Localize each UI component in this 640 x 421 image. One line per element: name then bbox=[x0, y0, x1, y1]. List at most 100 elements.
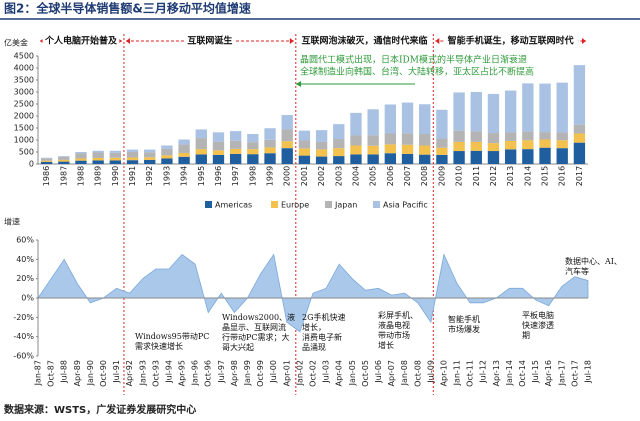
x-tick-label: 2011 bbox=[472, 166, 481, 186]
bar-segment bbox=[470, 141, 482, 151]
annotation: 期 bbox=[522, 331, 530, 340]
era-label-bg bbox=[185, 35, 234, 47]
annotation: Windows95带动PC bbox=[135, 331, 209, 341]
bar-segment bbox=[178, 156, 190, 164]
y-tick-label: 60% bbox=[16, 236, 34, 245]
era-label-bg bbox=[443, 35, 578, 47]
x-tick-label: 2006 bbox=[386, 166, 395, 186]
y-tick-label: -40% bbox=[13, 332, 34, 341]
bar-segment bbox=[453, 92, 465, 131]
x-tick-label: 1998 bbox=[248, 166, 257, 186]
bar-segment bbox=[315, 130, 328, 142]
x-tick-label: 1986 bbox=[42, 166, 51, 186]
legend-swatch bbox=[325, 201, 332, 208]
x-tick-label: Jan-14 bbox=[505, 360, 514, 386]
chart-title: 图2：全球半导体销售额&三月移动平均值增速 bbox=[4, 1, 251, 16]
annotation: 晶显示、互联网流 bbox=[222, 322, 286, 332]
bar-segment bbox=[126, 157, 139, 161]
x-tick-label: Oct-96 bbox=[204, 360, 213, 387]
bar-segment bbox=[573, 142, 586, 164]
y-tick-label: 0% bbox=[21, 294, 34, 303]
bar-segment bbox=[384, 133, 397, 145]
bar-segment bbox=[264, 153, 276, 164]
y-tick-label: 0 bbox=[29, 160, 34, 169]
bar-segment bbox=[281, 115, 293, 130]
annotation: 行带动PC需求；大 bbox=[222, 332, 290, 342]
bar-segment bbox=[419, 145, 431, 155]
annotation: 2G手机快速 bbox=[302, 312, 345, 322]
annotation: 快速渗透 bbox=[522, 320, 554, 330]
x-tick-label: Oct-17 bbox=[570, 360, 579, 387]
bar-segment bbox=[40, 160, 53, 162]
bar-segment bbox=[109, 160, 122, 164]
legend-swatch bbox=[205, 201, 212, 208]
x-tick-label: 1995 bbox=[197, 166, 206, 186]
bar-segment bbox=[367, 145, 379, 155]
bar-segment bbox=[298, 155, 311, 164]
bar-segment bbox=[436, 109, 448, 139]
legend-swatch bbox=[271, 201, 278, 208]
x-tick-label: Apr-92 bbox=[125, 360, 134, 386]
bar-segment bbox=[109, 157, 122, 161]
bar-segment bbox=[401, 144, 414, 154]
bar-segment bbox=[144, 152, 156, 158]
x-tick-label: Jan-96 bbox=[191, 360, 200, 386]
legend-label: Asia Pacific bbox=[383, 201, 428, 210]
y-tick-label: 1000 bbox=[14, 136, 34, 145]
annotation: 哥大兴起 bbox=[222, 342, 254, 352]
y-tick-label: 1500 bbox=[14, 124, 34, 133]
legend-label: Japan bbox=[334, 201, 357, 210]
bar-segment bbox=[247, 142, 259, 150]
y-tick-label: 4500 bbox=[14, 52, 34, 61]
bar-segment bbox=[126, 160, 139, 164]
bar-segment bbox=[229, 140, 242, 149]
bar-segment bbox=[539, 83, 551, 133]
x-tick-label: Apr-13 bbox=[492, 360, 501, 386]
bar-segment bbox=[195, 149, 207, 155]
bar-segment bbox=[264, 139, 276, 148]
x-tick-label: 1992 bbox=[145, 166, 154, 186]
x-tick-label: Jan-05 bbox=[348, 360, 357, 386]
legend-swatch bbox=[373, 201, 380, 208]
annotation: 平板电脑 bbox=[522, 310, 554, 320]
bar-segment bbox=[556, 82, 568, 133]
y-tick-label: -20% bbox=[13, 313, 34, 322]
bar-segment bbox=[126, 152, 139, 158]
legend-label: Americas bbox=[215, 201, 252, 210]
x-tick-label: 1990 bbox=[111, 166, 120, 186]
bar-segment bbox=[367, 154, 379, 164]
y-axis-label: 亿美金 bbox=[4, 38, 28, 48]
bar-segment bbox=[212, 154, 225, 164]
x-tick-label: Jul-94 bbox=[164, 360, 173, 384]
bar-segment bbox=[333, 139, 345, 149]
x-tick-label: Oct-90 bbox=[99, 360, 108, 387]
bar-segment bbox=[350, 135, 362, 146]
x-tick-label: 2017 bbox=[575, 166, 584, 186]
bar-segment bbox=[195, 129, 207, 139]
x-tick-label: 1997 bbox=[231, 166, 240, 186]
x-tick-label: Jul-09 bbox=[426, 360, 435, 384]
x-tick-label: 2009 bbox=[437, 166, 446, 186]
x-tick-label: Jan-93 bbox=[138, 360, 147, 386]
bar-segment bbox=[315, 141, 328, 150]
bar-segment bbox=[453, 151, 465, 164]
x-tick-label: 2008 bbox=[420, 166, 429, 186]
bar-segment bbox=[161, 158, 173, 164]
bar-segment bbox=[178, 139, 190, 145]
bar-segment bbox=[436, 154, 448, 164]
bar-segment bbox=[367, 135, 379, 146]
x-tick-label: Oct-02 bbox=[309, 360, 318, 387]
bar-segment bbox=[470, 131, 482, 142]
annotation: 彩屏手机、 bbox=[378, 310, 418, 320]
bar-segment bbox=[487, 151, 500, 164]
era-label-bg bbox=[297, 35, 432, 47]
x-tick-label: 2014 bbox=[523, 166, 532, 186]
bar-segment bbox=[470, 92, 482, 132]
era-label: 个人电脑开始普及 bbox=[44, 35, 118, 47]
bar-segment bbox=[487, 143, 500, 152]
bar-segment bbox=[298, 140, 311, 149]
bar-segment bbox=[350, 154, 362, 164]
bar-segment bbox=[556, 140, 568, 149]
bar-segment bbox=[58, 161, 70, 164]
x-tick-label: Jan-90 bbox=[86, 360, 95, 386]
